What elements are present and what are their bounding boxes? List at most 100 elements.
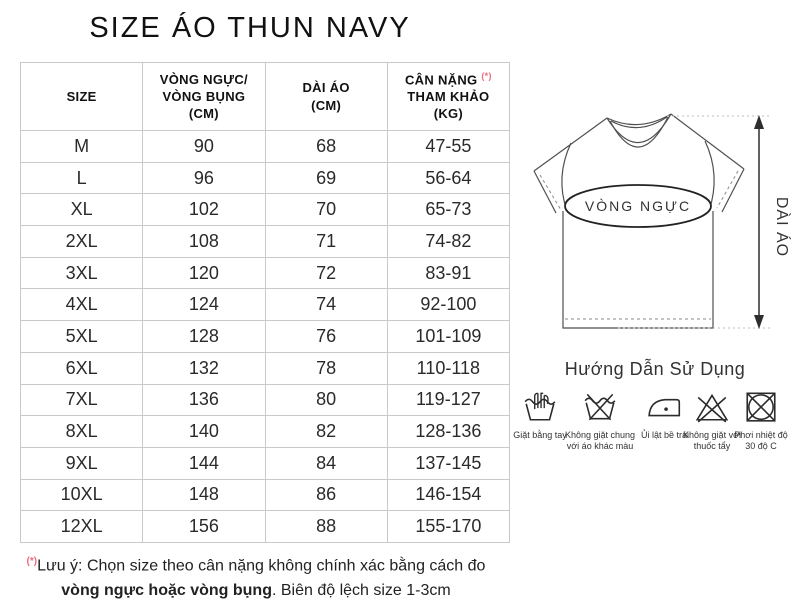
no-mixed-wash-icon	[584, 393, 616, 421]
table-row: 5XL 128 76 101-109	[19, 320, 511, 353]
table-cell: 4XL	[19, 288, 144, 322]
header-weight: CÂN NẶNG (*) THAM KHẢO (KG)	[386, 62, 511, 131]
table-cell: 76	[264, 320, 388, 353]
table-cell: 146-154	[386, 478, 511, 512]
table-cell: 140	[142, 415, 266, 448]
chest-label: VÒNG NGỰC	[585, 198, 691, 214]
care-label: Ủi lật bề trái	[640, 430, 690, 440]
table-cell: 128	[142, 320, 266, 353]
footnote-marker: (*)	[481, 70, 492, 81]
no-bleach-icon	[695, 393, 729, 423]
table-row: 4XL 124 74 92-100	[19, 288, 511, 322]
table-cell: 137-145	[386, 446, 511, 480]
table-cell: 10XL	[19, 478, 144, 512]
note-text-1: Lưu ý: Chọn size theo cân nặng không chí…	[37, 557, 486, 575]
table-row: 12XL 156 88 155-170	[19, 510, 511, 543]
table-row: L 96 69 56-64	[19, 161, 511, 195]
table-cell: 108	[142, 225, 266, 258]
care-label: Phơi nhiệt độ 30 độ C	[734, 430, 788, 452]
table-cell: 136	[142, 383, 266, 417]
note-line-2: vòng ngực hoặc vòng bụng. Biên độ lệch s…	[0, 578, 512, 603]
care-label: Giặt bằng tay	[513, 430, 567, 440]
leader-dotted-lines	[618, 115, 771, 329]
table-row: 3XL 120 72 83-91	[19, 256, 511, 290]
table-cell: 74	[264, 288, 388, 322]
table-cell: 6XL	[19, 351, 144, 385]
header-row: SIZE VÒNG NGỰC/ VÒNG BỤNG (CM) DÀI ÁO (C…	[19, 62, 511, 131]
dry-30c-icon	[746, 392, 776, 422]
table-cell: 12XL	[19, 510, 144, 543]
table-cell: 132	[142, 351, 266, 385]
table-cell: 102	[142, 193, 266, 227]
table-cell: 83-91	[386, 256, 511, 290]
table-cell: 5XL	[19, 320, 144, 353]
table-row: 9XL 144 84 137-145	[19, 446, 511, 480]
table-cell: 9XL	[19, 446, 144, 480]
care-label: Không giặt chung với áo khác màu	[564, 430, 636, 452]
table-cell: 92-100	[386, 288, 511, 322]
table-cell: 96	[142, 161, 266, 195]
table-cell: 72	[264, 256, 388, 290]
table-cell: 155-170	[386, 510, 511, 543]
table-cell: 71	[264, 225, 388, 258]
header-chest: VÒNG NGỰC/ VÒNG BỤNG (CM)	[142, 62, 266, 131]
care-items: Giặt bằng tay Không giặt chung với áo kh…	[513, 388, 800, 468]
care-item-no-bleach: Không giặt với thuốc tẩy	[675, 388, 749, 453]
table-cell: XL	[19, 193, 144, 227]
table-cell: 78	[264, 351, 388, 385]
size-table-header: SIZE VÒNG NGỰC/ VÒNG BỤNG (CM) DÀI ÁO (C…	[19, 62, 511, 131]
table-cell: 101-109	[386, 320, 511, 353]
length-arrow	[754, 115, 764, 329]
table-cell: 90	[142, 130, 266, 163]
table-cell: 110-118	[386, 351, 511, 385]
table-cell: 86	[264, 478, 388, 512]
table-cell: 88	[264, 510, 388, 543]
table-cell: L	[19, 161, 144, 195]
table-row: 8XL 140 82 128-136	[19, 415, 511, 448]
table-cell: 148	[142, 478, 266, 512]
table-cell: 82	[264, 415, 388, 448]
table-cell: 74-82	[386, 225, 511, 258]
table-row: 6XL 132 78 110-118	[19, 351, 511, 385]
table-row: M 90 68 47-55	[19, 130, 511, 163]
table-cell: 47-55	[386, 130, 511, 163]
table-cell: 69	[264, 161, 388, 195]
care-item-dry-30c: Phơi nhiệt độ 30 độ C	[727, 388, 795, 453]
care-item-iron: Ủi lật bề trái	[630, 388, 700, 441]
table-cell: 80	[264, 383, 388, 417]
table-cell: 56-64	[386, 161, 511, 195]
header-weight-line1: CÂN NẶNG	[404, 71, 478, 87]
table-cell: 65-73	[386, 193, 511, 227]
note-text-2: . Biên độ lệch size 1-3cm	[271, 582, 451, 600]
table-cell: 2XL	[19, 225, 144, 258]
table-cell: 3XL	[19, 256, 144, 290]
footnote-marker: (*)	[26, 556, 38, 567]
hand-wash-icon	[524, 392, 556, 421]
table-row: 2XL 108 71 74-82	[19, 225, 511, 258]
header-length: DÀI ÁO (CM)	[264, 62, 388, 131]
header-weight-rest: THAM KHẢO (KG)	[407, 89, 490, 122]
table-cell: 84	[264, 446, 388, 480]
table-cell: 124	[142, 288, 266, 322]
table-cell: M	[19, 130, 144, 163]
note-bold-text: vòng ngực hoặc vòng bụng	[61, 582, 272, 600]
length-label: DÀI ÁO	[773, 197, 792, 257]
header-size: SIZE	[19, 62, 144, 131]
table-row: 10XL 148 86 146-154	[19, 478, 511, 512]
table-row: XL 102 70 65-73	[19, 193, 511, 227]
chest-ellipse	[564, 184, 712, 228]
care-item-hand-wash: Giặt bằng tay	[505, 388, 575, 441]
table-cell: 128-136	[386, 415, 511, 448]
table-cell: 119-127	[386, 383, 511, 417]
iron-inside-out-icon	[648, 398, 681, 417]
table-cell: 120	[142, 256, 266, 290]
care-item-no-mixed-wash: Không giặt chung với áo khác màu	[555, 388, 645, 453]
table-cell: 156	[142, 510, 266, 543]
note-line-1: (*)Lưu ý: Chọn size theo cân nặng không …	[0, 549, 512, 578]
note: (*)Lưu ý: Chọn size theo cân nặng không …	[0, 549, 512, 603]
care-heading: Hướng Dẫn Sử Dụng	[564, 359, 746, 379]
table-cell: 144	[142, 446, 266, 480]
table-row: 7XL 136 80 119-127	[19, 383, 511, 417]
table-cell: 7XL	[19, 383, 144, 417]
